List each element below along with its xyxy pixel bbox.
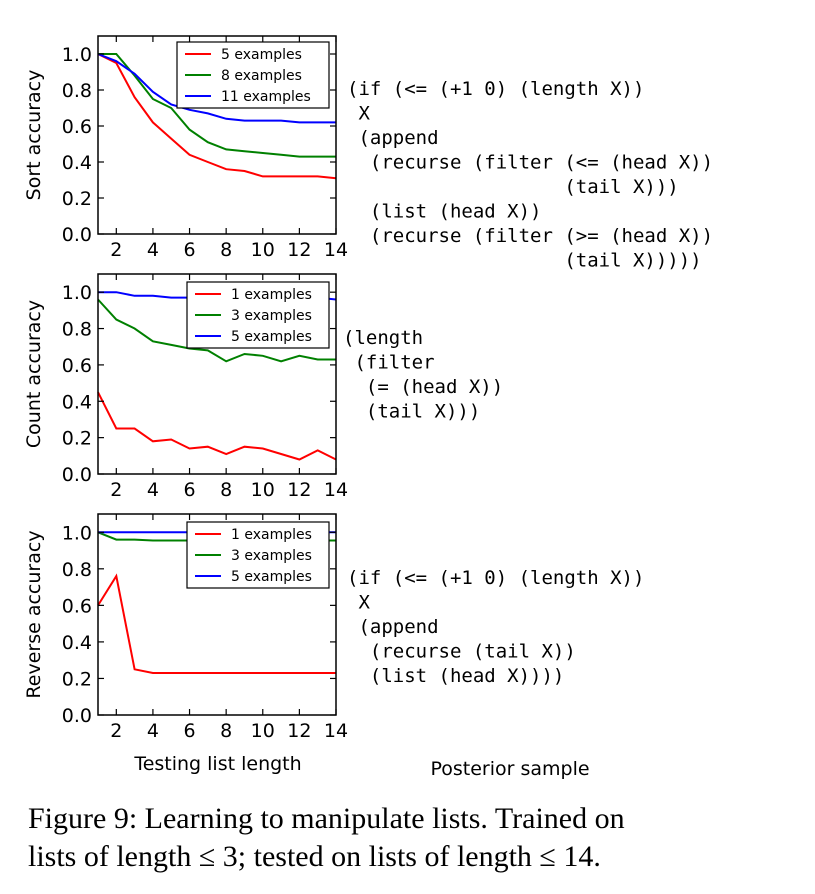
series-line-2	[97, 298, 336, 363]
y-tick-label: 0.2	[62, 668, 92, 690]
y-tick-label: 0.2	[62, 188, 92, 210]
x-axis-label: Testing list length	[133, 753, 301, 775]
x-tick-label: 8	[220, 720, 232, 742]
code-line: (length	[343, 327, 423, 349]
y-tick-label: 1.0	[62, 522, 92, 544]
plot-frame	[97, 513, 337, 716]
x-tick-label: 14	[324, 479, 348, 501]
series-line-1	[97, 391, 337, 461]
code-line: (append	[347, 616, 439, 638]
legend-label: 3 examples	[231, 308, 312, 324]
x-tick-label: 6	[183, 720, 195, 742]
code-line: (tail X)))	[347, 176, 679, 198]
legend-label: 1 examples	[231, 287, 312, 303]
plot-frame	[97, 273, 337, 475]
code-line: (if (<= (+1 0) (length X))	[347, 567, 644, 589]
y-tick-label: 0.0	[62, 705, 92, 727]
code-line: (= (head X))	[343, 376, 503, 398]
x-tick-label: 10	[251, 479, 275, 501]
y-tick-label: 1.0	[62, 282, 92, 304]
code-line: (recurse (filter (<= (head X))	[347, 152, 713, 174]
y-tick-label: 1.0	[62, 44, 92, 66]
x-tick-label: 10	[251, 720, 275, 742]
x-tick-label: 2	[110, 479, 122, 501]
x-tick-label: 6	[183, 479, 195, 501]
plot-frame	[97, 35, 337, 235]
y-tick-label: 0.4	[62, 632, 92, 654]
y-tick-label: 0.6	[62, 595, 92, 617]
series-line-1	[97, 53, 337, 180]
x-tick-label: 4	[147, 720, 159, 742]
x-tick-label: 10	[251, 239, 275, 261]
code-line: (recurse (tail X))	[347, 641, 576, 663]
y-tick-label: 0.8	[62, 559, 92, 581]
figure-9: 0.0 0.2 0.4 0.6 0.8 1.0 2 4 6 8 10 12 14 Sort accurac…	[23, 35, 713, 780]
y-tick-label: 0.8	[62, 319, 92, 341]
legend: 5 examples 8 examples 11 examples	[176, 41, 330, 109]
y-tick-label: 0.6	[62, 355, 92, 377]
x-tick-label: 14	[324, 239, 348, 261]
x-tick-label: 2	[110, 239, 122, 261]
code-line: (recurse (filter (>= (head X))	[347, 225, 713, 247]
caption-line-2: lists of length ≤ 3; tested on lists of …	[28, 840, 601, 873]
code-line: X	[347, 592, 370, 614]
chart-panel-2: 0.0 0.2 0.4 0.6 0.8 1.0 2 4 6 8 10 12 14 Count accura…	[23, 273, 503, 501]
y-axis-label: Count accuracy	[23, 300, 45, 448]
code-line: (tail X)))))	[347, 250, 702, 272]
x-tick-label: 4	[147, 239, 159, 261]
x-tick-label: 12	[287, 239, 311, 261]
x-tick-label: 6	[183, 239, 195, 261]
posterior-program: (length (filter (= (head X)) (tail X)))	[343, 327, 503, 423]
series-line-3	[97, 53, 336, 124]
code-line: X	[347, 103, 370, 125]
y-axis-label: Reverse accuracy	[23, 530, 45, 698]
y-tick-label: 0.0	[62, 464, 92, 486]
y-tick-label: 0.0	[62, 224, 92, 246]
chart-panel-1: 0.0 0.2 0.4 0.6 0.8 1.0 2 4 6 8 10 12 14 Sort accurac…	[23, 35, 713, 272]
x-tick-label: 8	[220, 479, 232, 501]
legend-label: 5 examples	[221, 47, 302, 63]
legend: 1 examples 3 examples 5 examples	[186, 281, 330, 349]
x-tick-label: 14	[324, 720, 348, 742]
y-tick-label: 0.6	[62, 116, 92, 138]
legend: 1 examples 3 examples 5 examples	[186, 521, 330, 589]
figure-caption: Figure 9: Learning to manipulate lists. …	[28, 800, 808, 876]
code-line: (list (head X))	[347, 201, 541, 223]
code-line: (if (<= (+1 0) (length X))	[347, 78, 644, 100]
y-tick-label: 0.8	[62, 80, 92, 102]
legend-label: 8 examples	[221, 68, 302, 84]
code-line: (tail X)))	[343, 401, 480, 423]
y-axis-label: Sort accuracy	[23, 70, 45, 201]
x-tick-label: 4	[147, 479, 159, 501]
y-tick-label: 0.4	[62, 391, 92, 413]
code-line: (filter	[343, 352, 435, 374]
series-line-2	[98, 53, 336, 158]
x-tick-label: 8	[220, 239, 232, 261]
chart-panel-3: 0.0 0.2 0.4 0.6 0.8 1.0 2 4 6 8 10 12 14 Reverse accu…	[23, 513, 644, 775]
y-tick-label: 0.2	[62, 428, 92, 450]
series-line-1	[97, 573, 336, 674]
legend-label: 5 examples	[231, 569, 312, 585]
x-tick-label: 12	[287, 720, 311, 742]
caption-line-1: Figure 9: Learning to manipulate lists. …	[28, 802, 625, 835]
legend-label: 11 examples	[221, 89, 311, 105]
posterior-sample-label: Posterior sample	[430, 758, 589, 780]
y-tick-label: 0.4	[62, 152, 92, 174]
x-tick-label: 12	[287, 479, 311, 501]
code-line: (list (head X))))	[347, 665, 564, 687]
legend-label: 1 examples	[231, 527, 312, 543]
x-tick-label: 2	[110, 720, 122, 742]
legend-label: 5 examples	[231, 329, 312, 345]
legend-label: 3 examples	[231, 548, 312, 564]
code-line: (append	[347, 127, 439, 149]
posterior-program: (if (<= (+1 0) (length X)) X (append (re…	[347, 567, 644, 687]
posterior-program: (if (<= (+1 0) (length X)) X (append (re…	[347, 78, 713, 272]
